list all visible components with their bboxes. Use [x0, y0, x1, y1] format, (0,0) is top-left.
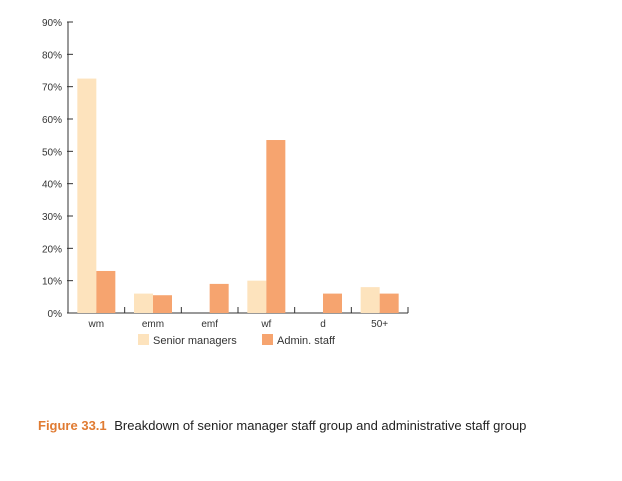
figure-caption: Figure 33.1 Breakdown of senior manager … — [38, 418, 526, 433]
y-tick-label: 90% — [42, 18, 62, 29]
figure-caption-text: Breakdown of senior manager staff group … — [114, 418, 527, 433]
bar — [247, 280, 267, 313]
y-tick-label: 0% — [48, 309, 63, 320]
x-tick-label: emf — [201, 319, 218, 330]
x-axis: wm emm emf wf d 50+ — [68, 307, 409, 330]
bar — [266, 140, 286, 313]
bar — [134, 293, 153, 313]
bar — [323, 293, 342, 313]
y-tick-label: 40% — [42, 180, 62, 191]
x-tick-label: 50+ — [371, 319, 388, 330]
bar — [209, 283, 229, 313]
legend-swatch — [138, 334, 149, 345]
y-tick-label: 10% — [42, 277, 62, 288]
legend-label: Senior managers — [153, 335, 237, 347]
y-tick-label: 70% — [42, 83, 62, 94]
y-tick-label: 80% — [42, 50, 62, 61]
y-axis: 0% 10% 20% 30% 40% 50% 60% 70% 80% 90% — [42, 18, 73, 320]
x-tick-label: d — [320, 319, 326, 330]
x-tick-label: wf — [260, 319, 271, 330]
bar — [153, 295, 172, 313]
y-tick-label: 30% — [42, 212, 62, 223]
bars — [77, 78, 399, 313]
legend-label: Admin. staff — [277, 335, 336, 347]
bar — [96, 270, 116, 313]
y-tick-label: 60% — [42, 115, 62, 126]
bar — [379, 293, 399, 313]
bar — [360, 287, 380, 313]
bar-chart: 0% 10% 20% 30% 40% 50% 60% 70% 80% 90% wm emm emf wf… — [42, 18, 409, 347]
figure-number: Figure 33.1 — [38, 418, 107, 433]
legend-swatch — [262, 334, 273, 345]
y-tick-label: 20% — [42, 244, 62, 255]
bar — [77, 78, 97, 313]
x-tick-label: emm — [142, 319, 164, 330]
y-tick-label: 50% — [42, 147, 62, 158]
legend: Senior managers Admin. staff — [138, 334, 336, 347]
x-tick-label: wm — [88, 319, 105, 330]
